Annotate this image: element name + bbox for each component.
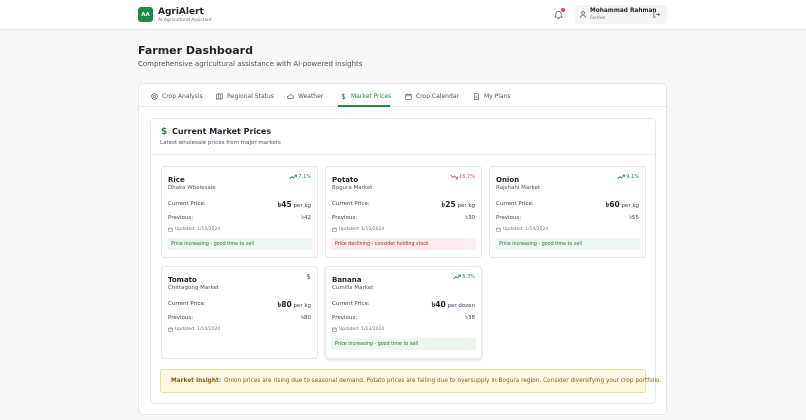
price-trend: 7.1% [289,174,311,180]
trending-up-icon [453,274,462,280]
tab-label: Regional Status [227,92,274,100]
trending-down-icon [450,174,459,180]
price-advice: Price declining - consider holding stock [331,238,476,250]
tab-crop-calendar[interactable]: Crop Calendar [405,91,459,101]
bell-icon[interactable] [554,10,563,19]
tab-my-plans[interactable]: My Plans [473,91,511,101]
tab-weather[interactable]: Weather [287,91,323,101]
calendar-icon [332,327,337,332]
tab-label: Crop Analysis [162,92,203,100]
crop-name: Potato [332,176,359,184]
calendar-icon [405,93,412,100]
current-price-label: Current Price: [168,301,206,307]
current-price-label: Current Price: [496,201,534,207]
market-prices-card [150,118,656,404]
logout-icon[interactable] [653,11,660,18]
insight-label: Market Insight: [171,378,222,384]
insight-text: Onion prices are rising due to seasonal … [224,378,662,384]
document-icon [474,92,479,100]
updated-date: Updated: 1/14/2024 [496,227,548,232]
price-advice: Price increasing - good time to sell [167,238,312,250]
current-price: ৳80 per kg [277,300,312,309]
crop-card-potato: Potato Bogura Market 16.7% Current Price… [325,166,482,258]
price-advice: Price increasing - good time to sell [331,338,476,350]
calendar-icon [496,227,501,232]
user-role: Farmer [590,16,606,21]
calendar-icon [332,227,337,232]
calendar-icon [168,227,173,232]
previous-price-label: Previous: [496,215,522,221]
current-price: ৳25 per kg [441,200,476,209]
active-tab-indicator [338,105,390,107]
crop-name: Rice [168,176,185,184]
crop-market: Cumilla Market [332,285,374,291]
crop-card-rice: Rice Dhaka Wholesale 7.1% Current Price:… [161,166,318,258]
crop-market: Bogura Market [332,185,373,191]
previous-price-label: Previous: [332,215,358,221]
crop-market: Dhaka Wholesale [168,185,216,191]
previous-price: ৳80 [301,315,311,321]
market-insight: Market Insight: Onion prices are rising … [160,369,661,393]
trending-up-icon [289,174,298,180]
dollar-icon: $ [161,127,168,137]
app-logo[interactable]: AA [138,7,153,22]
updated-date: Updated: 1/13/2024 [332,327,384,332]
updated-date: Updated: 1/15/2024 [332,227,384,232]
market-card-subtitle: Latest wholesale prices from major marke… [160,140,281,146]
calendar-icon [168,327,173,332]
price-trend: 5.3% [453,274,475,280]
current-price: ৳45 per kg [277,200,312,209]
map-icon [216,92,223,100]
current-price-label: Current Price: [332,201,370,207]
tab-label: Market Prices [351,92,392,100]
tab-crop-analysis[interactable]: Crop Analysis [151,91,203,101]
page-title: Farmer Dashboard [138,44,253,57]
previous-price: ৳55 [629,215,639,221]
top-header [0,0,806,30]
user-name: Mohammad Rahman [590,8,657,14]
divider [150,154,656,155]
trending-up-icon [617,174,626,180]
current-price-label: Current Price: [168,201,206,207]
crop-card-onion: Onion Rajshahi Market 9.1% Current Price… [489,166,646,258]
dollar-icon [341,92,346,100]
previous-price-label: Previous: [168,215,194,221]
previous-price: ৳42 [301,215,311,221]
user-icon [580,11,586,18]
crop-market: Chittagong Market [168,285,220,291]
updated-date: Updated: 1/14/2024 [168,327,220,332]
previous-price: ৳38 [465,315,475,321]
price-trend: 9.1% [617,174,639,180]
crop-name: Onion [496,176,520,184]
user-menu[interactable] [575,5,667,24]
crop-market: Rajshahi Market [496,185,540,191]
current-price: ৳40 per dozen [431,300,475,309]
notification-dot [561,8,565,12]
price-advice: Price increasing - good time to sell [495,238,640,250]
price-trend: $ [306,273,311,281]
app-name: AgriAlert [158,7,204,17]
tab-bar [138,83,667,107]
tab-label: Crop Calendar [416,92,459,100]
market-card-title: Current Market Prices [172,127,272,136]
previous-price-label: Previous: [332,315,358,321]
previous-price: ৳30 [465,215,475,221]
tab-regional-status[interactable]: Regional Status [216,91,274,101]
current-price: ৳60 per kg [605,200,640,209]
tab-market-prices[interactable]: Market Prices [340,91,391,101]
updated-date: Updated: 1/15/2024 [168,227,220,232]
app-subtitle: AI Agricultural Assistant [158,18,212,23]
tab-label: Weather [298,92,324,100]
target-icon [151,92,158,100]
cloud-icon [287,93,294,99]
crop-card-tomato: Tomato Chittagong Market $ Current Price… [161,266,318,359]
crop-name: Banana [332,276,362,284]
page-subtitle: Comprehensive agricultural assistance wi… [138,60,363,68]
price-trend: 16.7% [450,174,475,180]
crop-name: Tomato [168,276,197,284]
tab-label: My Plans [484,92,511,100]
current-price-label: Current Price: [332,301,370,307]
crop-card-banana: Banana Cumilla Market 5.3% Current Price… [325,266,482,359]
previous-price-label: Previous: [168,315,194,321]
